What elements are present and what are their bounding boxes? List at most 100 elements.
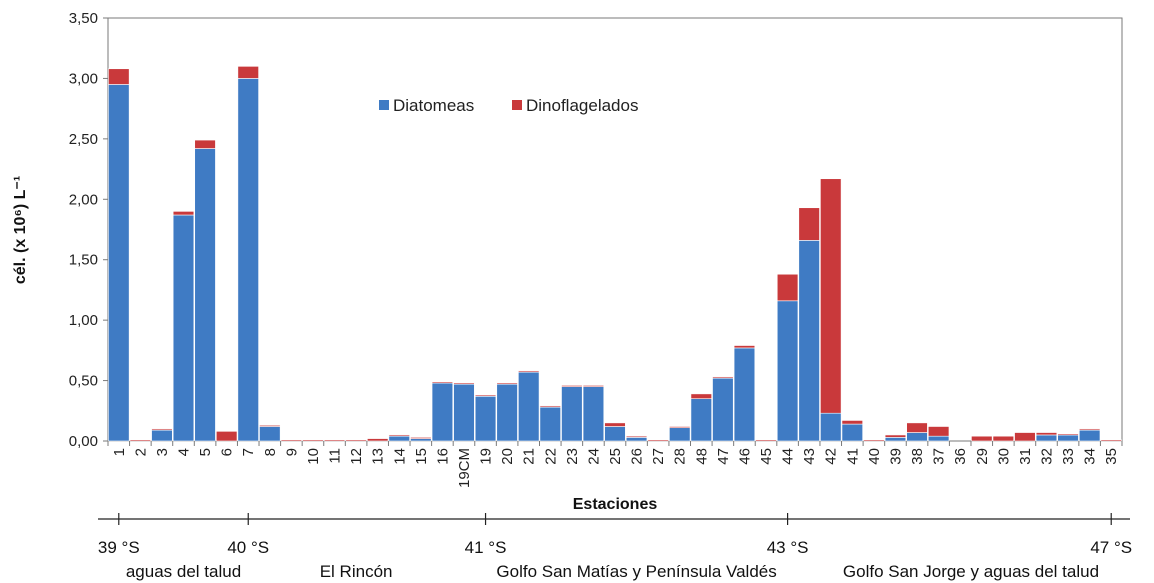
x-tick-label: 47 (715, 448, 732, 465)
x-tick-label: 40 (866, 448, 883, 465)
bar-diatomeas-3 (151, 429, 173, 442)
x-tick-label: 30 (995, 448, 1012, 465)
bar-dinoflagelados-48 (690, 393, 712, 399)
x-tick-label: 34 (1082, 448, 1099, 465)
x-tick-label: 36 (952, 448, 969, 465)
bar-diatomeas-32 (1035, 434, 1058, 442)
bar-dinoflagelados-24 (582, 385, 605, 387)
bar-dinoflagelados-21 (518, 370, 540, 373)
bar-dinoflagelados-43 (798, 207, 820, 241)
bar-diatomeas-48 (690, 398, 712, 442)
bar-dinoflagelados-14 (388, 434, 410, 437)
x-tick-label: 2 (132, 448, 149, 456)
x-tick-label: 11 (327, 448, 344, 464)
x-tick-label: 13 (370, 448, 387, 465)
bar-diatomeas-24 (582, 386, 605, 442)
bar-diatomeas-26 (625, 437, 648, 442)
bar-dinoflagelados-26 (625, 435, 648, 438)
x-tick-label: 43 (801, 448, 818, 465)
x-tick-label: 45 (758, 448, 775, 465)
x-tick-label: 15 (413, 448, 430, 465)
bar-diatomeas-28 (669, 427, 691, 442)
y-axis-title: cél. (x 10⁶) L⁻¹ (12, 176, 29, 284)
x-tick-label: 31 (1017, 448, 1034, 465)
bars-group (108, 66, 1122, 442)
y-tick-label: 1,00 (69, 312, 98, 329)
x-tick-label: 48 (693, 448, 710, 465)
bar-dinoflagelados-11 (323, 439, 346, 442)
bar-diatomeas-37 (927, 435, 950, 442)
y-tick-label: 2,00 (69, 191, 98, 208)
region-label: Golfo San Jorge y aguas del talud (843, 562, 1099, 581)
bar-dinoflagelados-19 (474, 394, 497, 397)
x-axis: 1 2 3 4 5 6 7 8 9 10 11 12 13 14 15 16 19CM 19 20 21 22 23 24 2… (107, 441, 1123, 488)
latitude-tick-label: 41 °S (465, 538, 507, 557)
bar-dinoflagelados-22 (539, 405, 561, 408)
bar-dinoflagelados-27 (647, 439, 669, 442)
bar-dinoflagelados-9 (280, 439, 303, 442)
latitude-tick-label: 40 °S (227, 538, 269, 557)
bar-diatomeas-8 (259, 426, 281, 442)
latitude-tick-label: 43 °S (767, 538, 809, 557)
x-tick-label: 35 (1103, 448, 1120, 465)
bar-dinoflagelados-2 (129, 439, 152, 442)
bar-diatomeas-38 (906, 432, 928, 442)
x-tick-label: 14 (391, 448, 408, 465)
bar-dinoflagelados-45 (755, 439, 777, 442)
y-tick-label: 3,00 (69, 70, 98, 87)
region-label: El Rincón (320, 562, 393, 581)
x-tick-label: 8 (262, 448, 279, 456)
bar-diatomeas-14 (388, 435, 410, 442)
x-tick-label: 5 (197, 448, 214, 456)
bar-diatomeas-33 (1057, 434, 1079, 442)
region-label: Golfo San Matías y Península Valdés (496, 562, 776, 581)
x-tick-label: 26 (629, 448, 646, 465)
x-tick-label: 42 (823, 448, 840, 465)
bar-dinoflagelados-3 (151, 428, 173, 431)
x-tick-label: 46 (736, 448, 753, 465)
bar-dinoflagelados-25 (604, 422, 626, 427)
bar-dinoflagelados-7 (237, 66, 259, 79)
x-tick-label: 7 (240, 448, 257, 456)
x-tick-label: 21 (521, 448, 538, 465)
x-tick-label: 33 (1060, 448, 1077, 465)
y-axis: 0,00 0,50 1,00 1,50 2,00 2,50 3,00 3,50 (69, 10, 108, 450)
bar-dinoflagelados-39 (884, 434, 907, 438)
bar-dinoflagelados-42 (820, 178, 842, 414)
bar-diatomeas-19CM (453, 383, 475, 442)
x-tick-label: 27 (650, 448, 667, 465)
bar-diatomeas-41 (841, 423, 863, 442)
x-tick-label: 28 (672, 448, 689, 465)
x-tick-label: 6 (219, 448, 236, 456)
bar-dinoflagelados-12 (345, 439, 367, 442)
bar-diatomeas-5 (194, 148, 216, 442)
bar-diatomeas-44 (776, 300, 799, 442)
latitude-axis: 39 °S 40 °S 41 °S 43 °S 47 °S aguas del talud… (98, 513, 1132, 581)
bar-dinoflagelados-28 (669, 426, 691, 429)
bar-diatomeas-43 (798, 240, 820, 442)
x-tick-label: 22 (542, 448, 559, 465)
x-tick-label: 25 (607, 448, 624, 465)
x-tick-label: 19CM (456, 448, 473, 488)
y-tick-label: 1,50 (69, 252, 98, 269)
bar-dinoflagelados-15 (410, 437, 432, 439)
y-tick-label: 3,50 (69, 10, 98, 27)
bar-dinoflagelados-31 (1014, 432, 1036, 442)
bar-diatomeas-16 (431, 382, 454, 442)
plot-area-frame (107, 17, 1123, 442)
x-tick-label: 10 (305, 448, 322, 465)
bar-dinoflagelados-6 (216, 431, 238, 442)
x-tick-label: 23 (564, 448, 581, 465)
bar-dinoflagelados-38 (906, 422, 928, 433)
bar-dinoflagelados-37 (927, 426, 950, 437)
x-tick-label: 37 (931, 448, 948, 465)
bar-dinoflagelados-20 (496, 382, 518, 385)
y-tick-label: 0,00 (69, 433, 98, 450)
x-tick-label: 39 (887, 448, 904, 465)
bar-dinoflagelados-44 (776, 273, 799, 302)
bar-dinoflagelados-16 (431, 381, 454, 384)
bar-diatomeas-22 (539, 406, 561, 442)
x-tick-label: 38 (909, 448, 926, 465)
bar-diatomeas-46 (733, 347, 756, 442)
